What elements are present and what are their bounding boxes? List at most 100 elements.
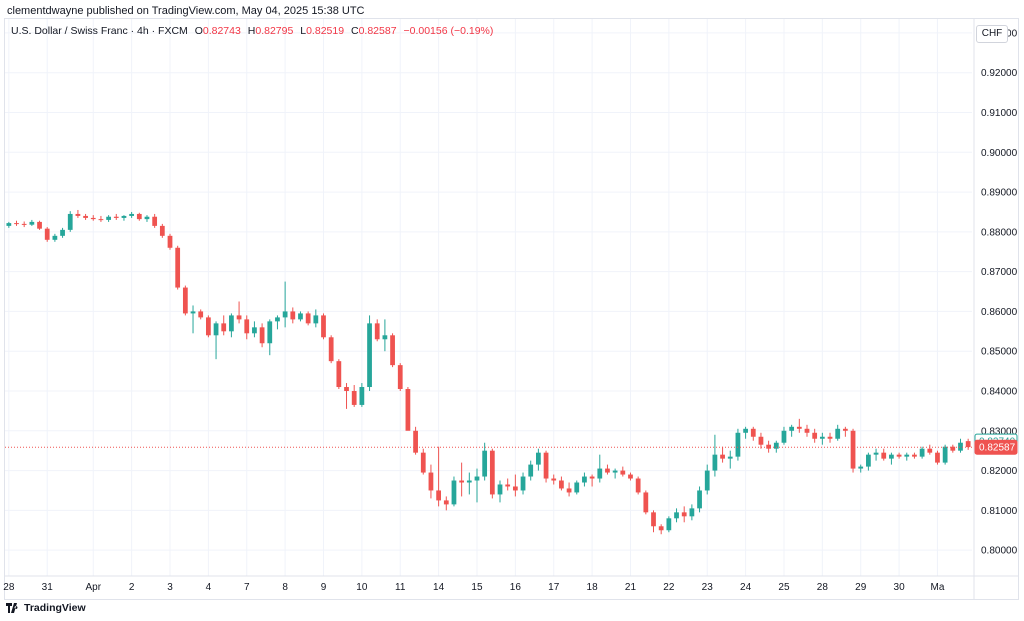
candle-body[interactable] [942,446,948,463]
candle-body[interactable] [290,311,296,320]
candle-body[interactable] [144,216,150,220]
candle-body[interactable] [935,452,940,463]
candle-body[interactable] [689,508,695,517]
candle-body[interactable] [344,387,349,391]
candle-body[interactable] [221,323,227,332]
candle-body[interactable] [720,454,725,459]
candle-body[interactable] [827,436,833,439]
candle-body[interactable] [858,466,864,469]
candle-body[interactable] [704,470,710,491]
candle-body[interactable] [512,486,518,491]
candle-body[interactable] [758,436,764,445]
candle-body[interactable] [658,526,664,531]
candle-body[interactable] [44,228,50,240]
currency-button[interactable]: CHF [976,25,1008,43]
candle-body[interactable] [129,213,135,216]
candle-body[interactable] [919,448,925,457]
candle-body[interactable] [236,315,242,320]
candle-body[interactable] [420,452,426,473]
candle-body[interactable] [313,315,319,324]
candle-body[interactable] [259,327,265,344]
candle-body[interactable] [167,235,173,248]
candle-body[interactable] [213,323,219,336]
candle-body[interactable] [674,512,679,519]
candle-body[interactable] [382,335,388,340]
candle-body[interactable] [804,428,810,433]
candle-body[interactable] [605,468,610,473]
candle-body[interactable] [773,442,779,449]
candle-body[interactable] [113,216,119,218]
candle-body[interactable] [497,484,503,495]
candle-body[interactable] [229,315,234,332]
candle-body[interactable] [489,450,495,495]
candle-body[interactable] [205,317,211,336]
candle-body[interactable] [635,478,641,493]
candle-body[interactable] [305,313,311,324]
candle-body[interactable] [850,430,856,469]
candle-body[interactable] [812,432,818,439]
candle-body[interactable] [889,454,894,459]
candle-body[interactable] [374,323,380,340]
candle-body[interactable] [528,464,534,477]
candle-body[interactable] [628,474,633,479]
candle-body[interactable] [950,446,956,451]
candle-body[interactable] [75,213,81,216]
candle-body[interactable] [6,223,12,226]
candle-body[interactable] [359,387,365,405]
candle-body[interactable] [965,441,971,448]
candle-body[interactable] [121,215,127,218]
candle-body[interactable] [781,430,787,443]
candle-body[interactable] [896,454,902,457]
candle-body[interactable] [873,452,879,455]
candle-body[interactable] [21,223,27,225]
candle-body[interactable] [651,512,656,527]
candle-body[interactable] [182,287,188,314]
candle-body[interactable] [597,468,603,479]
candle-body[interactable] [52,235,58,240]
candle-body[interactable] [198,311,204,318]
candle-body[interactable] [559,480,564,489]
candle-body[interactable] [451,480,457,505]
candle-body[interactable] [620,470,626,475]
candle-body[interactable] [336,361,342,388]
candle-body[interactable] [520,476,526,491]
candle-body[interactable] [505,484,511,487]
candle-body[interactable] [842,428,848,431]
candle-body[interactable] [612,470,618,473]
candle-body[interactable] [958,442,963,451]
candle-body[interactable] [727,456,733,459]
candle-body[interactable] [912,454,917,457]
candle-body[interactable] [351,390,357,405]
candle-body[interactable] [743,428,748,433]
candle-body[interactable] [98,219,104,221]
candle-body[interactable] [136,213,142,220]
candle-body[interactable] [835,428,841,439]
candle-body[interactable] [474,476,480,481]
candle-body[interactable] [152,216,158,226]
candle-body[interactable] [60,229,65,236]
candle-body[interactable] [328,337,334,362]
candle-body[interactable] [482,450,488,477]
candle-body[interactable] [413,430,418,453]
candle-body[interactable] [275,317,280,322]
candle-body[interactable] [267,321,273,344]
candle-body[interactable] [643,492,649,513]
candle-body[interactable] [566,488,572,493]
candle-body[interactable] [252,327,257,334]
candle-body[interactable] [443,500,449,505]
candle-body[interactable] [83,215,88,218]
candle-body[interactable] [819,436,825,439]
candle-body[interactable] [712,454,718,471]
candle-body[interactable] [551,478,557,481]
candle-body[interactable] [367,323,372,388]
candle-body[interactable] [37,221,42,229]
candle-body[interactable] [29,221,35,225]
candle-body[interactable] [796,426,802,429]
candle-body[interactable] [904,454,910,457]
candle-body[interactable] [90,217,96,220]
candle-body[interactable] [405,389,411,431]
candle-body[interactable] [750,428,756,437]
candle-body[interactable] [766,444,772,449]
candle-body[interactable] [190,311,196,314]
